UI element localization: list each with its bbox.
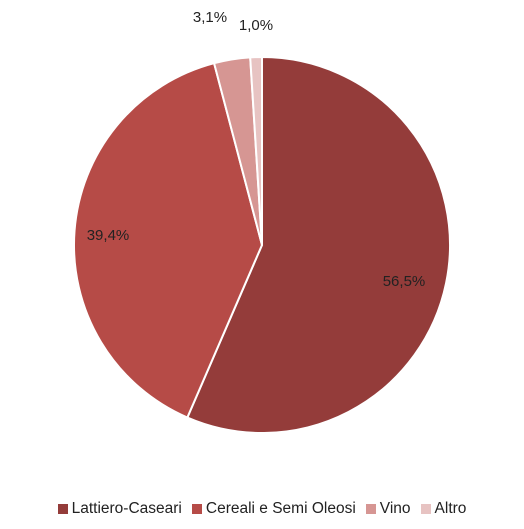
pie-slices xyxy=(73,55,451,434)
legend-swatch xyxy=(420,504,431,514)
legend-item-vino[interactable]: Vino xyxy=(365,500,411,518)
legend-swatch xyxy=(57,504,68,514)
legend-item-cereali-e-semi-oleosi[interactable]: Cereali e Semi Oleosi xyxy=(191,500,356,518)
legend-item-lattiero-caseari[interactable]: Lattiero-Caseari xyxy=(57,500,182,518)
legend-swatch xyxy=(191,504,202,514)
pie-labels: 56,5% 39,4% 3,1% 1,0% xyxy=(87,9,426,290)
data-label-lattiero-caseari: 56,5% xyxy=(383,273,426,290)
pie-slice-altro[interactable] xyxy=(249,55,263,246)
pie-slice-cereali-e-semi-oleosi[interactable] xyxy=(73,61,264,419)
legend: Lattiero-Caseari Cereali e Semi Oleosi V… xyxy=(0,500,524,518)
legend-item-altro[interactable]: Altro xyxy=(420,500,467,518)
legend-label: Cereali e Semi Oleosi xyxy=(205,500,356,517)
legend-label: Vino xyxy=(379,500,411,517)
pie-slice-lattiero-caseari[interactable] xyxy=(186,55,451,434)
legend-label: Lattiero-Caseari xyxy=(71,500,182,517)
data-label-altro: 1,0% xyxy=(239,17,273,34)
data-label-cereali-e-semi-oleosi: 39,4% xyxy=(87,227,130,244)
legend-label: Altro xyxy=(434,500,467,517)
data-label-vino: 3,1% xyxy=(193,9,227,26)
legend-swatch xyxy=(365,504,376,514)
